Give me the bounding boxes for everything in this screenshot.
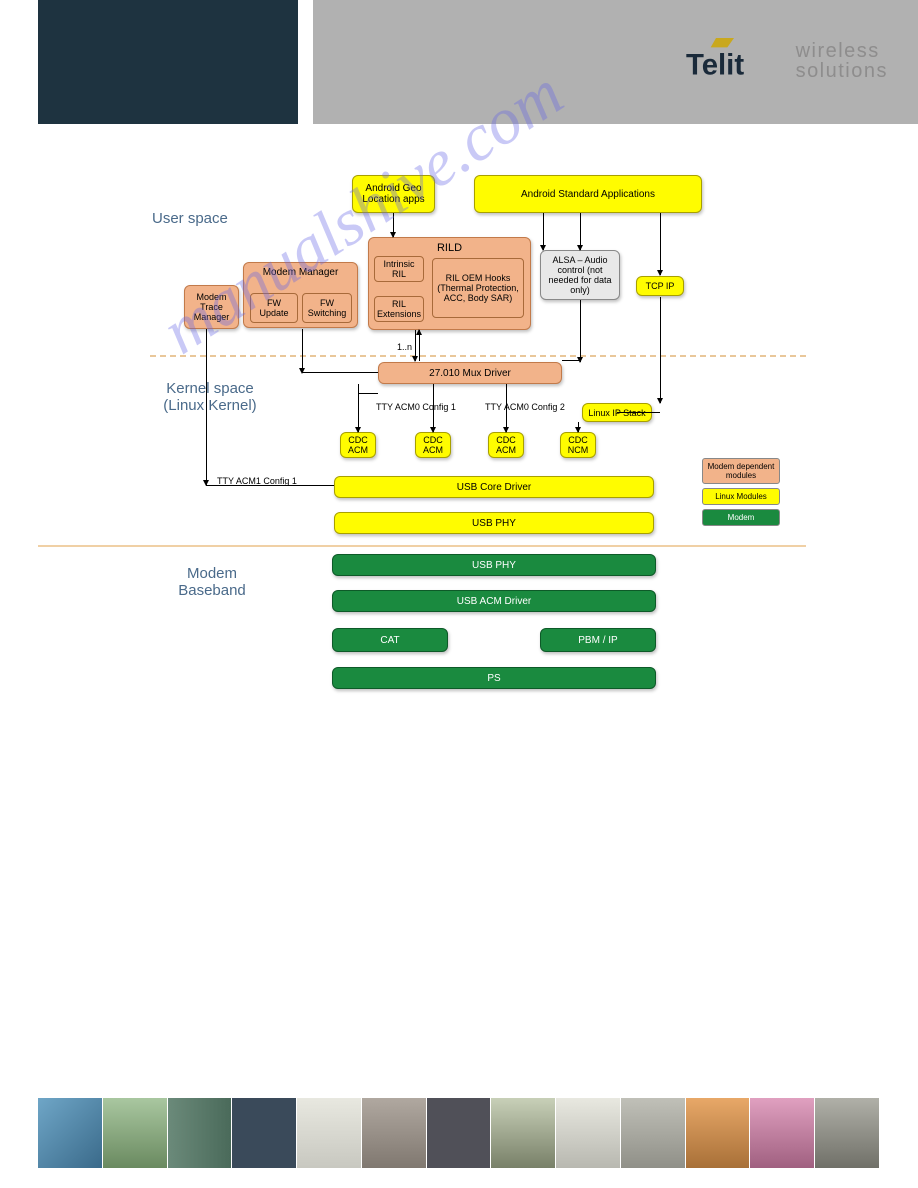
arrow-tcpip-ipstack [660,297,661,403]
node-std-apps: Android Standard Applications [474,175,702,213]
arrow-geo-rild [393,213,394,237]
user-kernel-divider [150,355,806,357]
arrow-trace-usb [206,329,207,485]
node-fw-switching: FW Switching [302,293,352,323]
node-cat: CAT [332,628,448,652]
kernel-line2: (Linux Kernel) [155,397,265,414]
modem-mgr-title: Modem Manager [263,267,339,278]
node-tcpip: TCP IP [636,276,684,296]
arrow-alsa-mux-h [562,360,580,361]
legend-linux-modules: Linux Modules [702,488,780,505]
arrow-tcpip-ipstack-h [617,412,660,413]
label-one-n: 1..n [397,342,412,352]
footer-thumb [362,1098,427,1168]
arrow-alsa-mux [580,300,581,362]
node-usb-phy-modem: USB PHY [332,554,656,576]
node-cdc-acm-3: CDC ACM [488,432,524,458]
footer-thumb [38,1098,103,1168]
kernel-line1: Kernel space [155,380,265,397]
footer-thumb [815,1098,880,1168]
node-usb-core: USB Core Driver [334,476,654,498]
page-header: Telit wireless solutions [38,0,880,124]
bb-line1: Modem [172,565,252,582]
bb-line2: Baseband [172,582,252,599]
node-fw-update: FW Update [250,293,298,323]
arrow-ipstack-ncm [578,422,579,432]
brand-tagline: wireless solutions [796,41,888,81]
kernel-modem-divider [38,545,806,547]
node-ril-extensions: RIL Extensions [374,296,424,322]
label-acm0-cfg2: TTY ACM0 Config 2 [485,402,565,412]
arrow-std-tcpip [660,213,661,275]
section-label-kernel-space: Kernel space (Linux Kernel) [155,380,265,414]
tagline-line: solutions [796,61,888,81]
brand-logo: Telit wireless solutions [686,38,888,85]
label-acm0-cfg1: TTY ACM0 Config 1 [376,402,456,412]
footer-thumb [168,1098,233,1168]
legend-modem-dependent: Modem dependent modules [702,458,780,484]
arrow-mm-mux-h [302,372,378,373]
node-modem-trace: Modem Trace Manager [184,285,239,329]
footer-thumb [103,1098,168,1168]
footer-thumb [232,1098,297,1168]
node-cdc-ncm: CDC NCM [560,432,596,458]
arrow-mux-rild [419,330,420,361]
arrow-std-alsa2 [580,213,581,250]
section-label-user-space: User space [152,210,228,227]
rild-title: RILD [437,242,462,254]
arrow-mux-cdc1 [358,384,359,432]
node-usb-phy-kernel: USB PHY [334,512,654,534]
footer-thumb [750,1098,815,1168]
node-intrinsic-ril: Intrinsic RIL [374,256,424,282]
header-dark-block [38,0,298,124]
footer-thumb [427,1098,492,1168]
node-alsa: ALSA – Audio control (not needed for dat… [540,250,620,300]
arrow-mm-mux [302,329,303,373]
legend-modem: Modem [702,509,780,526]
node-mux-driver: 27.010 Mux Driver [378,362,562,384]
node-geo-apps: Android Geo Location apps [352,175,435,213]
footer-thumb [297,1098,362,1168]
node-pbm-ip: PBM / IP [540,628,656,652]
arrow-mux-cdc1-h [358,393,378,394]
footer-thumb [491,1098,556,1168]
telit-logo-icon: Telit [686,38,786,85]
node-ps: PS [332,667,656,689]
footer-thumb [556,1098,621,1168]
section-label-modem-baseband: Modem Baseband [172,565,252,599]
node-usb-acm-driver: USB ACM Driver [332,590,656,612]
node-cdc-acm-2: CDC ACM [415,432,451,458]
svg-text:Telit: Telit [686,49,744,82]
header-grey-block: Telit wireless solutions [313,0,918,124]
node-cdc-acm-1: CDC ACM [340,432,376,458]
footer-thumb [686,1098,751,1168]
arrow-std-alsa [543,213,544,250]
node-ril-oem-hooks: RIL OEM Hooks (Thermal Protection, ACC, … [432,258,524,318]
legend: Modem dependent modules Linux Modules Mo… [702,458,780,530]
footer-thumb [621,1098,686,1168]
tagline-line: wireless [796,41,888,61]
label-acm1-cfg1: TTY ACM1 Config 1 [217,476,297,486]
footer-image-strip [38,1098,880,1168]
